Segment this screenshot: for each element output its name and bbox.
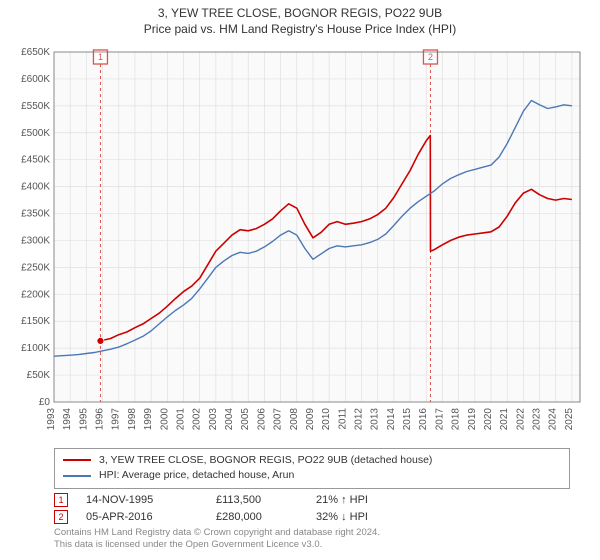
svg-text:2016: 2016 bbox=[418, 407, 429, 430]
svg-text:£450K: £450K bbox=[21, 154, 50, 165]
svg-text:1995: 1995 bbox=[78, 407, 89, 430]
svg-text:2020: 2020 bbox=[483, 407, 494, 430]
svg-text:1994: 1994 bbox=[62, 407, 73, 430]
svg-text:2024: 2024 bbox=[548, 407, 559, 430]
svg-text:£200K: £200K bbox=[21, 289, 50, 300]
legend-item-hpi: HPI: Average price, detached house, Arun bbox=[63, 468, 561, 484]
svg-text:2014: 2014 bbox=[386, 407, 397, 430]
svg-text:£250K: £250K bbox=[21, 262, 50, 273]
svg-text:£150K: £150K bbox=[21, 316, 50, 327]
chart-title-line1: 3, YEW TREE CLOSE, BOGNOR REGIS, PO22 9U… bbox=[10, 6, 590, 22]
line-chart: £0 £50K £100K £150K £200K £250K £300K £350K £400… bbox=[10, 42, 590, 442]
svg-text:2019: 2019 bbox=[467, 407, 478, 430]
svg-text:2002: 2002 bbox=[192, 407, 203, 430]
svg-text:2: 2 bbox=[428, 52, 433, 62]
legend: 3, YEW TREE CLOSE, BOGNOR REGIS, PO22 9U… bbox=[54, 448, 570, 490]
svg-text:2013: 2013 bbox=[370, 407, 381, 430]
svg-text:1999: 1999 bbox=[143, 407, 154, 430]
svg-text:2005: 2005 bbox=[240, 407, 251, 430]
svg-text:2017: 2017 bbox=[434, 407, 445, 430]
svg-text:2001: 2001 bbox=[175, 407, 186, 430]
marker-date-2: 05-APR-2016 bbox=[86, 511, 216, 523]
legend-swatch-property bbox=[63, 459, 91, 461]
svg-text:1998: 1998 bbox=[127, 407, 138, 430]
svg-text:2012: 2012 bbox=[354, 407, 365, 430]
legend-label-property: 3, YEW TREE CLOSE, BOGNOR REGIS, PO22 9U… bbox=[99, 453, 432, 469]
chart-title-line2: Price paid vs. HM Land Registry's House … bbox=[10, 22, 590, 36]
svg-text:£0: £0 bbox=[39, 397, 51, 408]
svg-text:2000: 2000 bbox=[159, 407, 170, 430]
svg-text:1993: 1993 bbox=[46, 407, 57, 430]
svg-text:2015: 2015 bbox=[402, 407, 413, 430]
svg-text:2018: 2018 bbox=[451, 407, 462, 430]
svg-text:2021: 2021 bbox=[499, 407, 510, 430]
svg-text:£650K: £650K bbox=[21, 47, 50, 58]
footer-line-2: This data is licensed under the Open Gov… bbox=[54, 539, 570, 551]
marker-pct-1: 21% ↑ HPI bbox=[316, 494, 436, 506]
svg-text:£500K: £500K bbox=[21, 127, 50, 138]
svg-text:£300K: £300K bbox=[21, 235, 50, 246]
marker-price-2: £280,000 bbox=[216, 511, 316, 523]
marker-row-1: 1 14-NOV-1995 £113,500 21% ↑ HPI bbox=[54, 493, 570, 507]
markers-table: 1 14-NOV-1995 £113,500 21% ↑ HPI 2 05-AP… bbox=[54, 493, 570, 524]
svg-text:2023: 2023 bbox=[532, 407, 543, 430]
svg-text:1996: 1996 bbox=[95, 407, 106, 430]
chart-svg: £0 £50K £100K £150K £200K £250K £300K £350K £400… bbox=[10, 42, 590, 442]
marker-pct-2: 32% ↓ HPI bbox=[316, 511, 436, 523]
svg-text:£100K: £100K bbox=[21, 343, 50, 354]
svg-text:1: 1 bbox=[98, 52, 103, 62]
svg-text:2010: 2010 bbox=[321, 407, 332, 430]
marker-badge-2: 2 bbox=[54, 510, 68, 524]
legend-label-hpi: HPI: Average price, detached house, Arun bbox=[99, 468, 294, 484]
svg-text:£50K: £50K bbox=[27, 370, 51, 381]
svg-text:£600K: £600K bbox=[21, 74, 50, 85]
legend-item-property: 3, YEW TREE CLOSE, BOGNOR REGIS, PO22 9U… bbox=[63, 453, 561, 469]
svg-text:2003: 2003 bbox=[208, 407, 219, 430]
legend-swatch-hpi bbox=[63, 475, 91, 477]
chart-footer: Contains HM Land Registry data © Crown c… bbox=[54, 527, 570, 552]
svg-text:£550K: £550K bbox=[21, 100, 50, 111]
marker-badge-1: 1 bbox=[54, 493, 68, 507]
marker-price-1: £113,500 bbox=[216, 494, 316, 506]
svg-text:2011: 2011 bbox=[337, 407, 348, 429]
footer-line-1: Contains HM Land Registry data © Crown c… bbox=[54, 527, 570, 539]
svg-text:2008: 2008 bbox=[289, 407, 300, 430]
svg-text:2004: 2004 bbox=[224, 407, 235, 430]
marker-row-2: 2 05-APR-2016 £280,000 32% ↓ HPI bbox=[54, 510, 570, 524]
svg-text:2022: 2022 bbox=[515, 407, 526, 430]
svg-text:2009: 2009 bbox=[305, 407, 316, 430]
svg-text:2006: 2006 bbox=[256, 407, 267, 430]
svg-text:£400K: £400K bbox=[21, 181, 50, 192]
svg-text:2025: 2025 bbox=[564, 407, 575, 430]
marker-date-1: 14-NOV-1995 bbox=[86, 494, 216, 506]
svg-text:1997: 1997 bbox=[111, 407, 122, 430]
svg-text:2007: 2007 bbox=[273, 407, 284, 430]
svg-text:£350K: £350K bbox=[21, 208, 50, 219]
